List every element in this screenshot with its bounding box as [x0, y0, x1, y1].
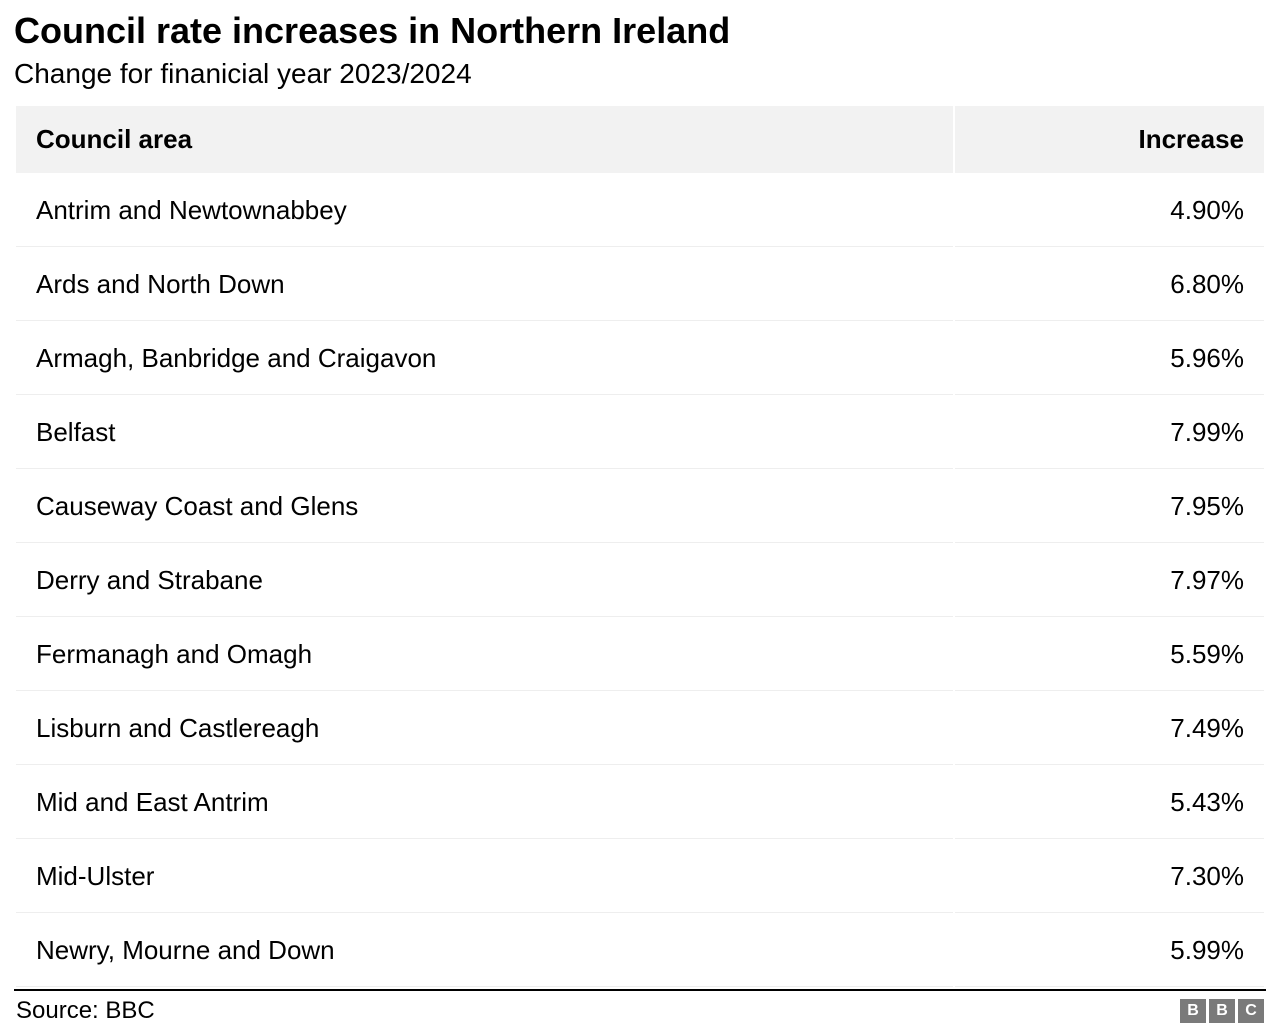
cell-increase: 5.99%	[955, 915, 1265, 987]
cell-increase: 7.95%	[955, 471, 1265, 543]
cell-increase: 7.97%	[955, 545, 1265, 617]
cell-area: Belfast	[16, 397, 953, 469]
bbc-logo: B B C	[1180, 999, 1264, 1023]
footer: Source: BBC B B C	[14, 997, 1266, 1025]
table-row: Fermanagh and Omagh5.59%	[16, 619, 1264, 691]
page-title: Council rate increases in Northern Irela…	[14, 10, 1266, 52]
cell-increase: 5.59%	[955, 619, 1265, 691]
table-row: Mid-Ulster7.30%	[16, 841, 1264, 913]
cell-increase: 7.49%	[955, 693, 1265, 765]
bbc-logo-block: B	[1209, 999, 1235, 1023]
table-row: Antrim and Newtownabbey4.90%	[16, 175, 1264, 247]
rates-table: Council area Increase Antrim and Newtown…	[14, 104, 1266, 991]
cell-area: Causeway Coast and Glens	[16, 471, 953, 543]
table-header-row: Council area Increase	[16, 106, 1264, 173]
table-row: Newry, Mourne and Down5.99%	[16, 915, 1264, 987]
table-row: Ards and North Down6.80%	[16, 249, 1264, 321]
cell-increase: 4.90%	[955, 175, 1265, 247]
cell-increase: 7.99%	[955, 397, 1265, 469]
cell-area: Lisburn and Castlereagh	[16, 693, 953, 765]
cell-increase: 5.43%	[955, 767, 1265, 839]
cell-area: Newry, Mourne and Down	[16, 915, 953, 987]
source-label: Source: BBC	[16, 997, 155, 1025]
cell-area: Antrim and Newtownabbey	[16, 175, 953, 247]
column-header-area: Council area	[16, 106, 953, 173]
table-row: Armagh, Banbridge and Craigavon5.96%	[16, 323, 1264, 395]
cell-area: Armagh, Banbridge and Craigavon	[16, 323, 953, 395]
cell-increase: 7.30%	[955, 841, 1265, 913]
cell-area: Mid-Ulster	[16, 841, 953, 913]
cell-increase: 5.96%	[955, 323, 1265, 395]
table-row: Mid and East Antrim5.43%	[16, 767, 1264, 839]
page-subtitle: Change for finanicial year 2023/2024	[14, 58, 1266, 90]
table-row: Belfast7.99%	[16, 397, 1264, 469]
table-body: Antrim and Newtownabbey4.90%Ards and Nor…	[16, 175, 1264, 987]
cell-area: Derry and Strabane	[16, 545, 953, 617]
cell-increase: 6.80%	[955, 249, 1265, 321]
column-header-increase: Increase	[955, 106, 1265, 173]
bbc-logo-block: B	[1180, 999, 1206, 1023]
bbc-logo-block: C	[1238, 999, 1264, 1023]
cell-area: Fermanagh and Omagh	[16, 619, 953, 691]
table-row: Lisburn and Castlereagh7.49%	[16, 693, 1264, 765]
cell-area: Ards and North Down	[16, 249, 953, 321]
cell-area: Mid and East Antrim	[16, 767, 953, 839]
table-row: Derry and Strabane7.97%	[16, 545, 1264, 617]
table-row: Causeway Coast and Glens7.95%	[16, 471, 1264, 543]
